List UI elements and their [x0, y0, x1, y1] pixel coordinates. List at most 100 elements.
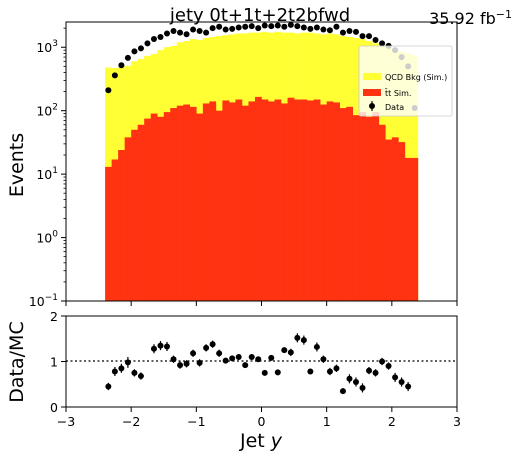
ratio-point: [300, 337, 307, 344]
ratio-point: [137, 373, 144, 380]
data-point: [137, 45, 144, 52]
data-point: [326, 27, 333, 34]
data-point: [131, 48, 138, 55]
ttbar-bar: [404, 157, 412, 301]
y-tick-base: 10: [36, 40, 52, 55]
legend-label-data: Data: [385, 103, 404, 112]
ttbar-bar: [144, 118, 152, 301]
ttbar-bar: [268, 101, 275, 301]
data-points: [105, 21, 418, 112]
ratio-panel: 0 1 2 −3 −2 −1 0 1 2 3: [50, 301, 461, 429]
ttbar-bar: [333, 102, 340, 301]
x-tick-label: 2: [388, 414, 396, 429]
data-point: [248, 23, 255, 30]
data-point: [372, 37, 379, 44]
ttbar-bar: [385, 139, 393, 301]
ratio-point: [255, 356, 262, 363]
ttbar-bar: [391, 137, 399, 301]
data-point: [157, 34, 164, 41]
ratio-point: [346, 375, 353, 382]
data-point: [261, 22, 268, 29]
ttbar-bar: [300, 99, 308, 302]
ratio-point: [405, 383, 412, 390]
y-tick-label: 102: [36, 103, 58, 119]
ttbar-bar: [228, 102, 236, 301]
data-point: [170, 28, 177, 35]
ratio-point: [333, 365, 340, 372]
data-point: [313, 24, 320, 31]
ratio-point: [320, 356, 327, 363]
data-point: [294, 23, 301, 30]
ttbar-bar: [411, 157, 419, 301]
data-point: [268, 23, 275, 30]
data-point: [216, 23, 223, 30]
ttbar-bar: [378, 124, 386, 301]
ratio-point: [281, 347, 288, 354]
data-point: [242, 23, 249, 30]
ratio-point: [111, 368, 118, 375]
ttbar-bar: [105, 166, 112, 301]
ttbar-bar: [313, 99, 321, 302]
data-point: [333, 23, 340, 30]
ttbar-bar: [254, 96, 262, 301]
ratio-point: [157, 342, 164, 349]
ttbar-bar: [365, 116, 373, 301]
chart-title: jety 0t+1t+2t2bfwd: [169, 5, 350, 26]
data-point: [105, 87, 112, 94]
ttbar-bar: [170, 108, 178, 301]
x-tick-label: 1: [323, 414, 331, 429]
data-point: [118, 62, 125, 69]
data-point: [111, 72, 118, 79]
ratio-y-tick-label: 2: [50, 309, 58, 324]
data-point: [255, 25, 262, 32]
data-point: [352, 28, 359, 35]
ratio-point: [352, 378, 359, 385]
data-point: [281, 23, 288, 30]
ratio-point: [209, 341, 216, 348]
legend-data-marker: [369, 103, 375, 109]
data-point: [196, 28, 203, 35]
ttbar-bar: [137, 124, 145, 301]
ratio-point: [392, 374, 399, 381]
data-point: [229, 25, 236, 32]
legend-label-ttbar: t̄t Sim.: [384, 88, 411, 98]
ratio-point: [268, 354, 275, 361]
data-point: [144, 40, 151, 47]
data-point: [203, 29, 210, 36]
data-point: [359, 33, 366, 40]
data-point: [209, 25, 216, 32]
legend-label-qcd: QCD Bkg (Sim.): [385, 73, 447, 82]
data-point: [379, 40, 386, 47]
y-tick-base: 10: [29, 294, 45, 309]
x-tick-label: −2: [122, 414, 140, 429]
y-tick-exponent: −1: [45, 293, 58, 303]
x-tick-label: −1: [187, 414, 205, 429]
ratio-point: [248, 353, 255, 360]
ttbar-bar: [287, 97, 295, 301]
ratio-point: [190, 350, 197, 357]
ttbar-bar: [118, 150, 125, 301]
ratio-y-axis: 0 1 2: [50, 309, 66, 415]
data-point: [177, 29, 184, 36]
data-point: [287, 21, 294, 28]
ratio-point: [398, 378, 405, 385]
ttbar-bar: [183, 104, 191, 302]
ratio-point: [222, 357, 229, 364]
ratio-point: [164, 343, 171, 350]
ttbar-bar: [189, 106, 197, 301]
x-axis-label-variable: y: [270, 430, 283, 452]
ratio-point: [359, 384, 366, 391]
ratio-point: [339, 388, 346, 395]
ratio-point: [274, 369, 281, 376]
x-tick-label: 0: [258, 414, 266, 429]
ttbar-bar: [261, 99, 269, 302]
ttbar-bar: [274, 99, 282, 302]
ttbar-bar: [235, 99, 243, 302]
ttbar-bar: [209, 101, 217, 301]
ratio-point: [170, 356, 177, 363]
ttbar-bar: [359, 112, 367, 302]
x-tick-label: −3: [57, 414, 75, 429]
data-point: [346, 28, 353, 35]
